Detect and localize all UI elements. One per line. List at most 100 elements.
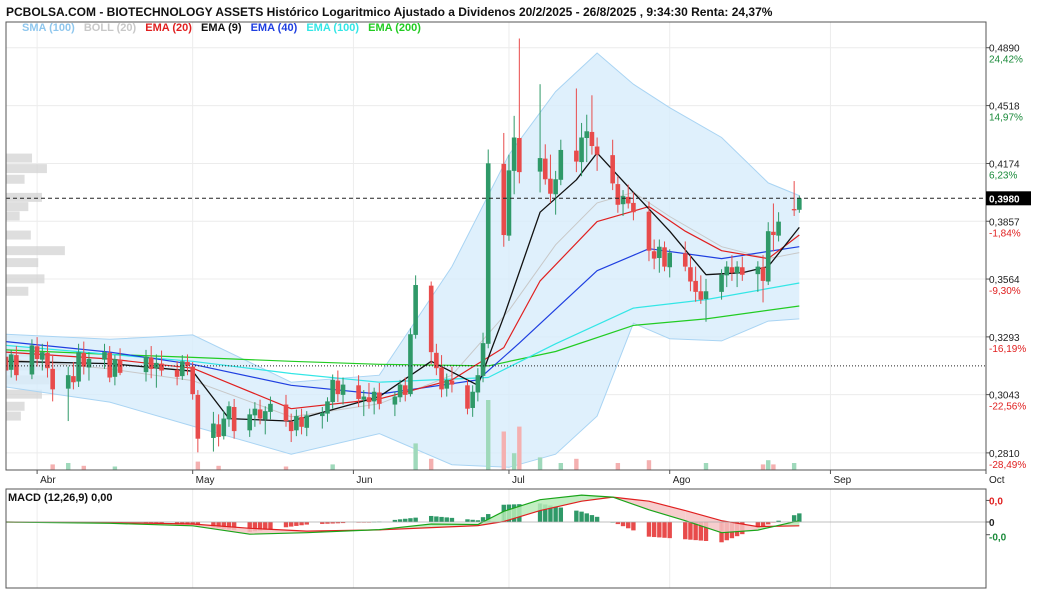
macd-histogram-bar (465, 519, 470, 522)
candle-body (776, 221, 781, 236)
legend-ema100: EMA (100) (306, 22, 360, 34)
macd-histogram-bar (263, 522, 268, 530)
candle-body (475, 375, 481, 393)
macd-histogram-bar (449, 517, 455, 522)
candle-body (143, 356, 149, 373)
candle-body (325, 401, 330, 414)
candle-body (449, 380, 455, 385)
macd-label: MACD (12,26,9) 0,00 (8, 492, 113, 504)
candle-body (698, 291, 704, 300)
volume-bar (766, 460, 771, 470)
volume-profile-bar (6, 211, 20, 221)
chart-title: PCBOLSA.COM - BIOTECHNOLOGY ASSETS Histó… (6, 5, 773, 19)
candle-body (771, 231, 776, 236)
candle-body (29, 345, 35, 375)
candle-body (501, 163, 507, 236)
macd-histogram-bar (683, 522, 688, 540)
percent-tick-label: -22,56% (989, 402, 1026, 413)
macd-histogram-bar (760, 522, 766, 527)
candle-body (610, 155, 615, 184)
candle-body (413, 285, 418, 335)
macd-histogram-bar (320, 522, 325, 524)
candle-body (439, 367, 444, 390)
volume-profile-bar (6, 202, 29, 212)
macd-signal-line (6, 496, 800, 532)
volume-profile-bar (6, 258, 39, 268)
candle-body (257, 409, 263, 419)
candle-body (185, 361, 190, 366)
candle-body (667, 252, 673, 268)
candle-body (50, 368, 55, 390)
macd-histogram-bar (231, 522, 237, 531)
macd-histogram-bar (698, 522, 704, 541)
candle-body (734, 266, 740, 274)
price-tick-label: 0,4890 (989, 44, 1020, 55)
macd-histogram-bar (216, 522, 221, 529)
month-tick-label: Sep (833, 475, 851, 486)
macd-histogram-bar (615, 522, 621, 525)
candle-body (76, 352, 81, 382)
candle-body (537, 158, 543, 172)
candle-body (340, 384, 346, 395)
percent-tick-label: 24,42% (989, 55, 1023, 66)
volume-bars (50, 400, 797, 470)
candle-body (366, 397, 372, 403)
volume-bar (771, 464, 776, 470)
candle-body (542, 158, 548, 180)
macd-histogram-bar (631, 522, 636, 531)
macd-histogram-bar (486, 514, 491, 522)
volume-profile-bar (6, 230, 31, 240)
candle-body (71, 376, 76, 383)
macd-histogram-bar (304, 522, 309, 525)
macd-histogram-bar (221, 522, 226, 529)
candle-body (283, 404, 289, 422)
macd-histogram-bar (548, 505, 553, 522)
macd-histogram-bar (444, 517, 449, 522)
macd-histogram-bar (589, 515, 595, 522)
candle-body (268, 403, 273, 412)
candle-body (408, 334, 413, 395)
candle-body (444, 379, 450, 389)
candle-body (190, 366, 195, 395)
volume-bar (112, 466, 118, 470)
candle-body (517, 138, 522, 173)
candle-body (729, 267, 735, 273)
percent-tick-label: -1,84% (989, 228, 1021, 239)
macd-histogram-bar (662, 522, 667, 538)
macd-histogram-bar (299, 522, 304, 526)
macd-histogram-bar (340, 522, 346, 524)
candle-body (625, 196, 631, 204)
candle-body (470, 391, 475, 408)
macd-histogram-bar (247, 522, 252, 532)
volume-bar (283, 466, 289, 470)
candle-body (651, 251, 657, 259)
candle-body (662, 247, 667, 267)
macd-histogram-bar (797, 513, 802, 522)
volume-bar (615, 463, 621, 470)
candle-body (428, 285, 434, 353)
bollinger-bands (6, 52, 800, 468)
volume-bar (428, 458, 434, 470)
macd-histogram-bar (428, 515, 434, 522)
candle-body (703, 291, 709, 300)
volume-bar (50, 464, 55, 470)
candle-body (465, 385, 470, 409)
macd-histogram-bar (480, 517, 486, 522)
volume-bar (81, 465, 86, 470)
volume-bar (66, 463, 71, 470)
percent-tick-label: 14,97% (989, 113, 1023, 124)
candle-body (574, 150, 579, 162)
candle-body (584, 131, 590, 139)
candle-body (102, 352, 107, 360)
legend-ema20: EMA (20) (145, 22, 192, 34)
macd-histogram-bar (268, 522, 273, 530)
macd-tick-label: -0,0 (989, 533, 1007, 544)
month-tick-label: Jul (512, 475, 525, 486)
last-price-badge (986, 191, 1031, 206)
macd-fill (721, 520, 758, 533)
macd-histogram-bar (439, 516, 444, 522)
candle-body (646, 211, 652, 251)
macd-tick-label: 0,0 (989, 496, 1003, 507)
